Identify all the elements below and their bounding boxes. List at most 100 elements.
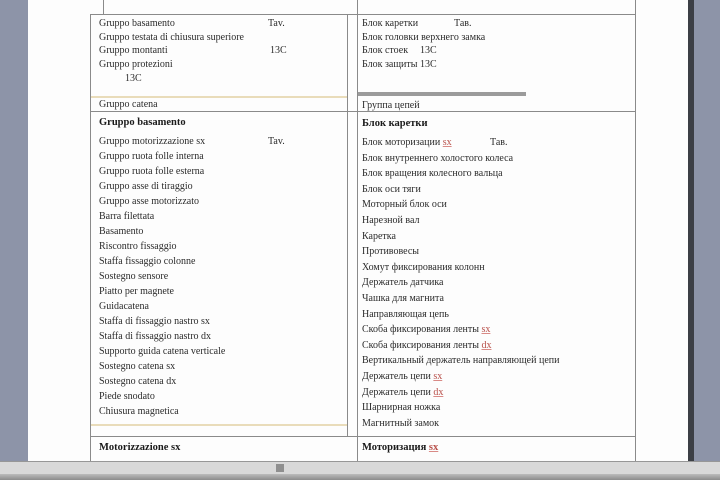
table-row[interactable]: Staffa di fissaggio nastro sx xyxy=(99,314,345,329)
row-text: Sostegno catena dx xyxy=(99,376,177,387)
ref-code: Tav. xyxy=(268,136,285,147)
horizontal-scrollbar-track[interactable] xyxy=(0,461,720,474)
table-row[interactable]: Блок каретки Тав. xyxy=(362,17,633,31)
table-row[interactable]: Направляющая цепь xyxy=(362,307,633,323)
beige-separator-top xyxy=(91,96,347,98)
row-text: Блок головки верхнего замка xyxy=(362,31,486,43)
document-page[interactable] xyxy=(28,0,688,461)
row-text: Guidacatena xyxy=(99,301,149,312)
table-row[interactable]: Gruppo ruota folle esterna xyxy=(99,164,345,179)
red-token: sx xyxy=(433,370,443,382)
row-text: Хомут фиксирования колонн xyxy=(362,261,485,273)
table-row[interactable]: Guidacatena xyxy=(99,299,345,314)
table-row[interactable]: Блок стоек 13С xyxy=(362,44,633,58)
table-row[interactable]: Riscontro fissaggio xyxy=(99,239,345,254)
table-row[interactable]: Хомут фиксирования колонн xyxy=(362,260,633,276)
table-border-right xyxy=(635,0,636,461)
row-spacer xyxy=(362,72,633,99)
row-text: Блок каретки xyxy=(362,18,419,29)
row-text: Группа цепей xyxy=(362,99,420,111)
row-text: Gruppo asse di tiraggio xyxy=(99,181,193,192)
table-row[interactable]: Gruppo asse motorizzato xyxy=(99,194,345,209)
table-row[interactable]: Gruppo motorizzazione sx Tav. xyxy=(99,134,345,149)
section-header[interactable]: Gruppo basamento xyxy=(99,115,345,134)
table-row[interactable]: Группа цепей xyxy=(362,99,633,113)
row-text: Staffa di fissaggio nastro sx xyxy=(99,316,210,327)
table-row[interactable]: Gruppo basamento Tav. xyxy=(99,17,345,31)
table-row[interactable]: 13C xyxy=(99,72,345,86)
table-row[interactable]: Sostegno sensore xyxy=(99,269,345,284)
row-text: Каретка xyxy=(362,230,396,242)
row-text: Блок внутреннего холостого колеса xyxy=(362,152,514,164)
table-row[interactable]: Sostegno catena sx xyxy=(99,359,345,374)
ref-code: Тав. xyxy=(454,18,472,29)
section-divider-1 xyxy=(90,111,636,112)
row-text: Gruppo catena xyxy=(99,99,158,111)
section-header[interactable]: Motorizzazione sx xyxy=(99,440,345,459)
table-row[interactable]: Шарнирная ножка xyxy=(362,400,633,416)
table-border-top xyxy=(90,14,636,15)
row-text: Sostegno catena sx xyxy=(99,361,176,372)
table-row[interactable]: Staffa fissaggio colonne xyxy=(99,254,345,269)
row-text: Держатель датчика xyxy=(362,277,444,289)
table-row[interactable]: Sostegno catena dx xyxy=(99,374,345,389)
row-text: Piatto per magnete xyxy=(99,286,174,297)
row-text: Chiusura magnetica xyxy=(99,406,179,417)
table-row[interactable]: Chiusura magnetica xyxy=(99,404,345,419)
table-row[interactable]: Скоба фиксирования ленты sx xyxy=(362,322,633,338)
ref-code: Tav. xyxy=(268,18,285,29)
table-row[interactable]: Gruppo testata di chiusura superiore xyxy=(99,31,345,45)
row-text: Sostegno sensore xyxy=(99,271,169,282)
table-row[interactable]: Gruppo asse di tiraggio xyxy=(99,179,345,194)
table-row[interactable]: Моторный блок оси xyxy=(362,197,633,213)
table-row[interactable]: Вертикальный держатель направляющей цепи xyxy=(362,353,633,369)
table-row[interactable]: Скоба фиксирования ленты dx xyxy=(362,338,633,354)
table-row[interactable]: Barra filettata xyxy=(99,209,345,224)
table-row[interactable]: Противовесы xyxy=(362,244,633,260)
table-row[interactable]: Gruppo catena xyxy=(99,98,345,112)
row-text: Блок оси тяги xyxy=(362,183,421,195)
table-row[interactable]: Держатель цепи dx xyxy=(362,385,633,401)
section1-right-column: Блок каретки Тав. Блок головки верхнего за… xyxy=(362,17,633,112)
horizontal-scrollbar-thumb[interactable] xyxy=(276,464,284,472)
table-row[interactable]: Piede snodato xyxy=(99,389,345,404)
table-row[interactable]: Staffa di fissaggio nastro dx xyxy=(99,329,345,344)
table-row[interactable]: Gruppo ruota folle interna xyxy=(99,149,345,164)
row-text: Скоба фиксирования ленты dx xyxy=(362,339,492,351)
table-row[interactable]: Supporto guida catena verticale xyxy=(99,344,345,359)
section-header[interactable]: Моторизация sx xyxy=(362,440,633,459)
table-row[interactable]: Блок вращения колесного вальца xyxy=(362,166,633,182)
red-token: dx xyxy=(481,339,492,351)
window-bottom-edge xyxy=(0,474,720,480)
ref-code: 13С xyxy=(420,59,437,71)
red-token: sx xyxy=(442,137,452,148)
table-row[interactable]: Basamento xyxy=(99,224,345,239)
section-header[interactable]: Блок каретки xyxy=(362,116,633,135)
table-row[interactable]: Держатель датчика xyxy=(362,275,633,291)
section2-right-column: Блок каретки Блок моторизации sx Тав. Блок … xyxy=(362,116,633,431)
table-row[interactable]: Блок оси тяги xyxy=(362,182,633,198)
table-row[interactable]: Блок защиты 13С xyxy=(362,58,633,72)
table-row[interactable]: Блок внутреннего холостого колеса xyxy=(362,151,633,167)
section-divider-2 xyxy=(90,436,636,437)
row-text: Блок каретки xyxy=(362,118,428,129)
red-token: dx xyxy=(433,386,444,398)
row-text: Gruppo protezioni xyxy=(99,59,173,71)
table-row[interactable]: Нарезной вал xyxy=(362,213,633,229)
table-row[interactable]: Магнитный замок xyxy=(362,416,633,432)
table-row[interactable]: Чашка для магнита xyxy=(362,291,633,307)
ref-code: 13С xyxy=(420,45,437,57)
table-row[interactable]: Piatto per magnete xyxy=(99,284,345,299)
row-text: Скоба фиксирования ленты sx xyxy=(362,324,491,336)
table-row[interactable]: Gruppo montanti 13C xyxy=(99,44,345,58)
row-text: Чашка для магнита xyxy=(362,292,444,304)
table-row[interactable]: Держатель цепи sx xyxy=(362,369,633,385)
row-text: Моторный блок оси xyxy=(362,199,447,211)
table-row[interactable]: Каретка xyxy=(362,229,633,245)
row-text: Блок моторизации sx xyxy=(362,137,452,148)
table-row[interactable]: Блок моторизации sx Тав. xyxy=(362,135,633,151)
table-row[interactable]: Gruppo protezioni xyxy=(99,58,345,72)
row-text: Блок вращения колесного вальца xyxy=(362,168,503,180)
table-row[interactable]: Блок головки верхнего замка xyxy=(362,31,633,45)
